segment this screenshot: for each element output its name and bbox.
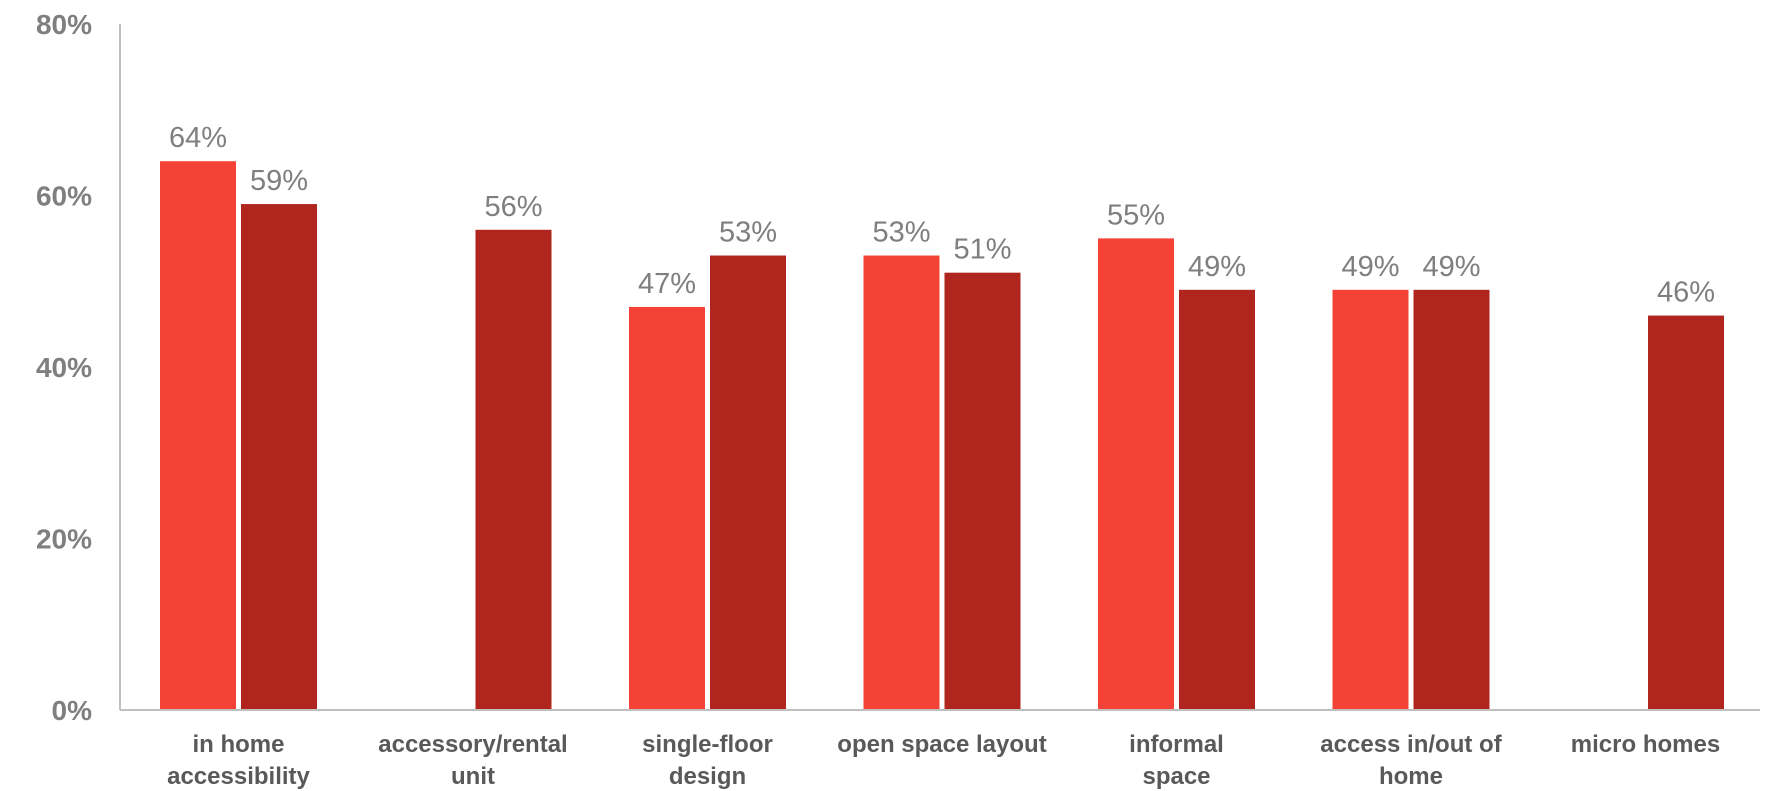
data-label: 49% [1341, 251, 1399, 283]
data-label: 64% [169, 122, 227, 154]
bar [241, 204, 317, 710]
x-tick-label-line: open space layout [837, 731, 1046, 758]
data-label: 59% [250, 165, 308, 197]
bar [1648, 315, 1724, 710]
data-label: 47% [638, 268, 696, 300]
x-tick-label-line: in home [192, 731, 284, 758]
x-tick-label-line: access in/out of [1320, 731, 1502, 758]
bar [863, 255, 940, 710]
data-label: 49% [1188, 251, 1246, 283]
data-label: 53% [872, 217, 930, 249]
x-tick-label-line: home [1379, 763, 1443, 790]
x-tick-label: access in/out of home [1320, 731, 1502, 790]
y-tick-label: 40% [36, 352, 92, 383]
bar [629, 306, 705, 710]
data-label: 55% [1107, 199, 1165, 231]
bar [1332, 289, 1409, 710]
x-tick-label: micro homes [1571, 731, 1720, 758]
y-tick-label: 0% [52, 695, 93, 726]
bar [1413, 289, 1490, 710]
bar [944, 272, 1021, 710]
x-tick-label-line: space [1142, 763, 1210, 790]
data-label: 46% [1657, 277, 1715, 309]
data-label: 49% [1422, 251, 1480, 283]
data-label: 56% [484, 191, 542, 223]
data-label: 53% [719, 217, 777, 249]
x-tick-label: in home accessibility [167, 731, 310, 790]
bar [475, 229, 552, 711]
y-axis-ticks: 0% 20% 40% 60% 80% [36, 9, 92, 726]
y-tick-label: 80% [36, 9, 92, 40]
x-tick-label-line: accessory/rental [378, 731, 567, 758]
bar [160, 161, 236, 710]
x-tick-label-line: informal [1129, 731, 1224, 758]
x-tick-label-line: accessibility [167, 763, 310, 790]
y-tick-label: 20% [36, 524, 92, 555]
x-tick-label-line: micro homes [1571, 731, 1720, 758]
x-tick-label: open space layout [837, 731, 1046, 758]
x-tick-label-line: unit [451, 763, 495, 790]
x-tick-label: single-floor design [642, 731, 773, 790]
x-tick-label: informal space [1129, 731, 1224, 790]
data-label: 51% [953, 234, 1011, 266]
bar [1098, 238, 1174, 710]
x-axis-category-labels: in home accessibility accessory/rental unit… [167, 731, 1720, 790]
bar [1179, 289, 1255, 710]
bars [160, 161, 1724, 711]
y-tick-label: 60% [36, 181, 92, 212]
data-labels: 64% 47% 53% 55% 49% 59% 56% 53% 51% 49% 49% 46% [169, 122, 1715, 308]
bar [710, 255, 786, 710]
x-tick-label: accessory/rental unit [378, 731, 567, 790]
x-tick-label-line: single-floor [642, 731, 773, 758]
x-tick-label-line: design [669, 763, 746, 790]
